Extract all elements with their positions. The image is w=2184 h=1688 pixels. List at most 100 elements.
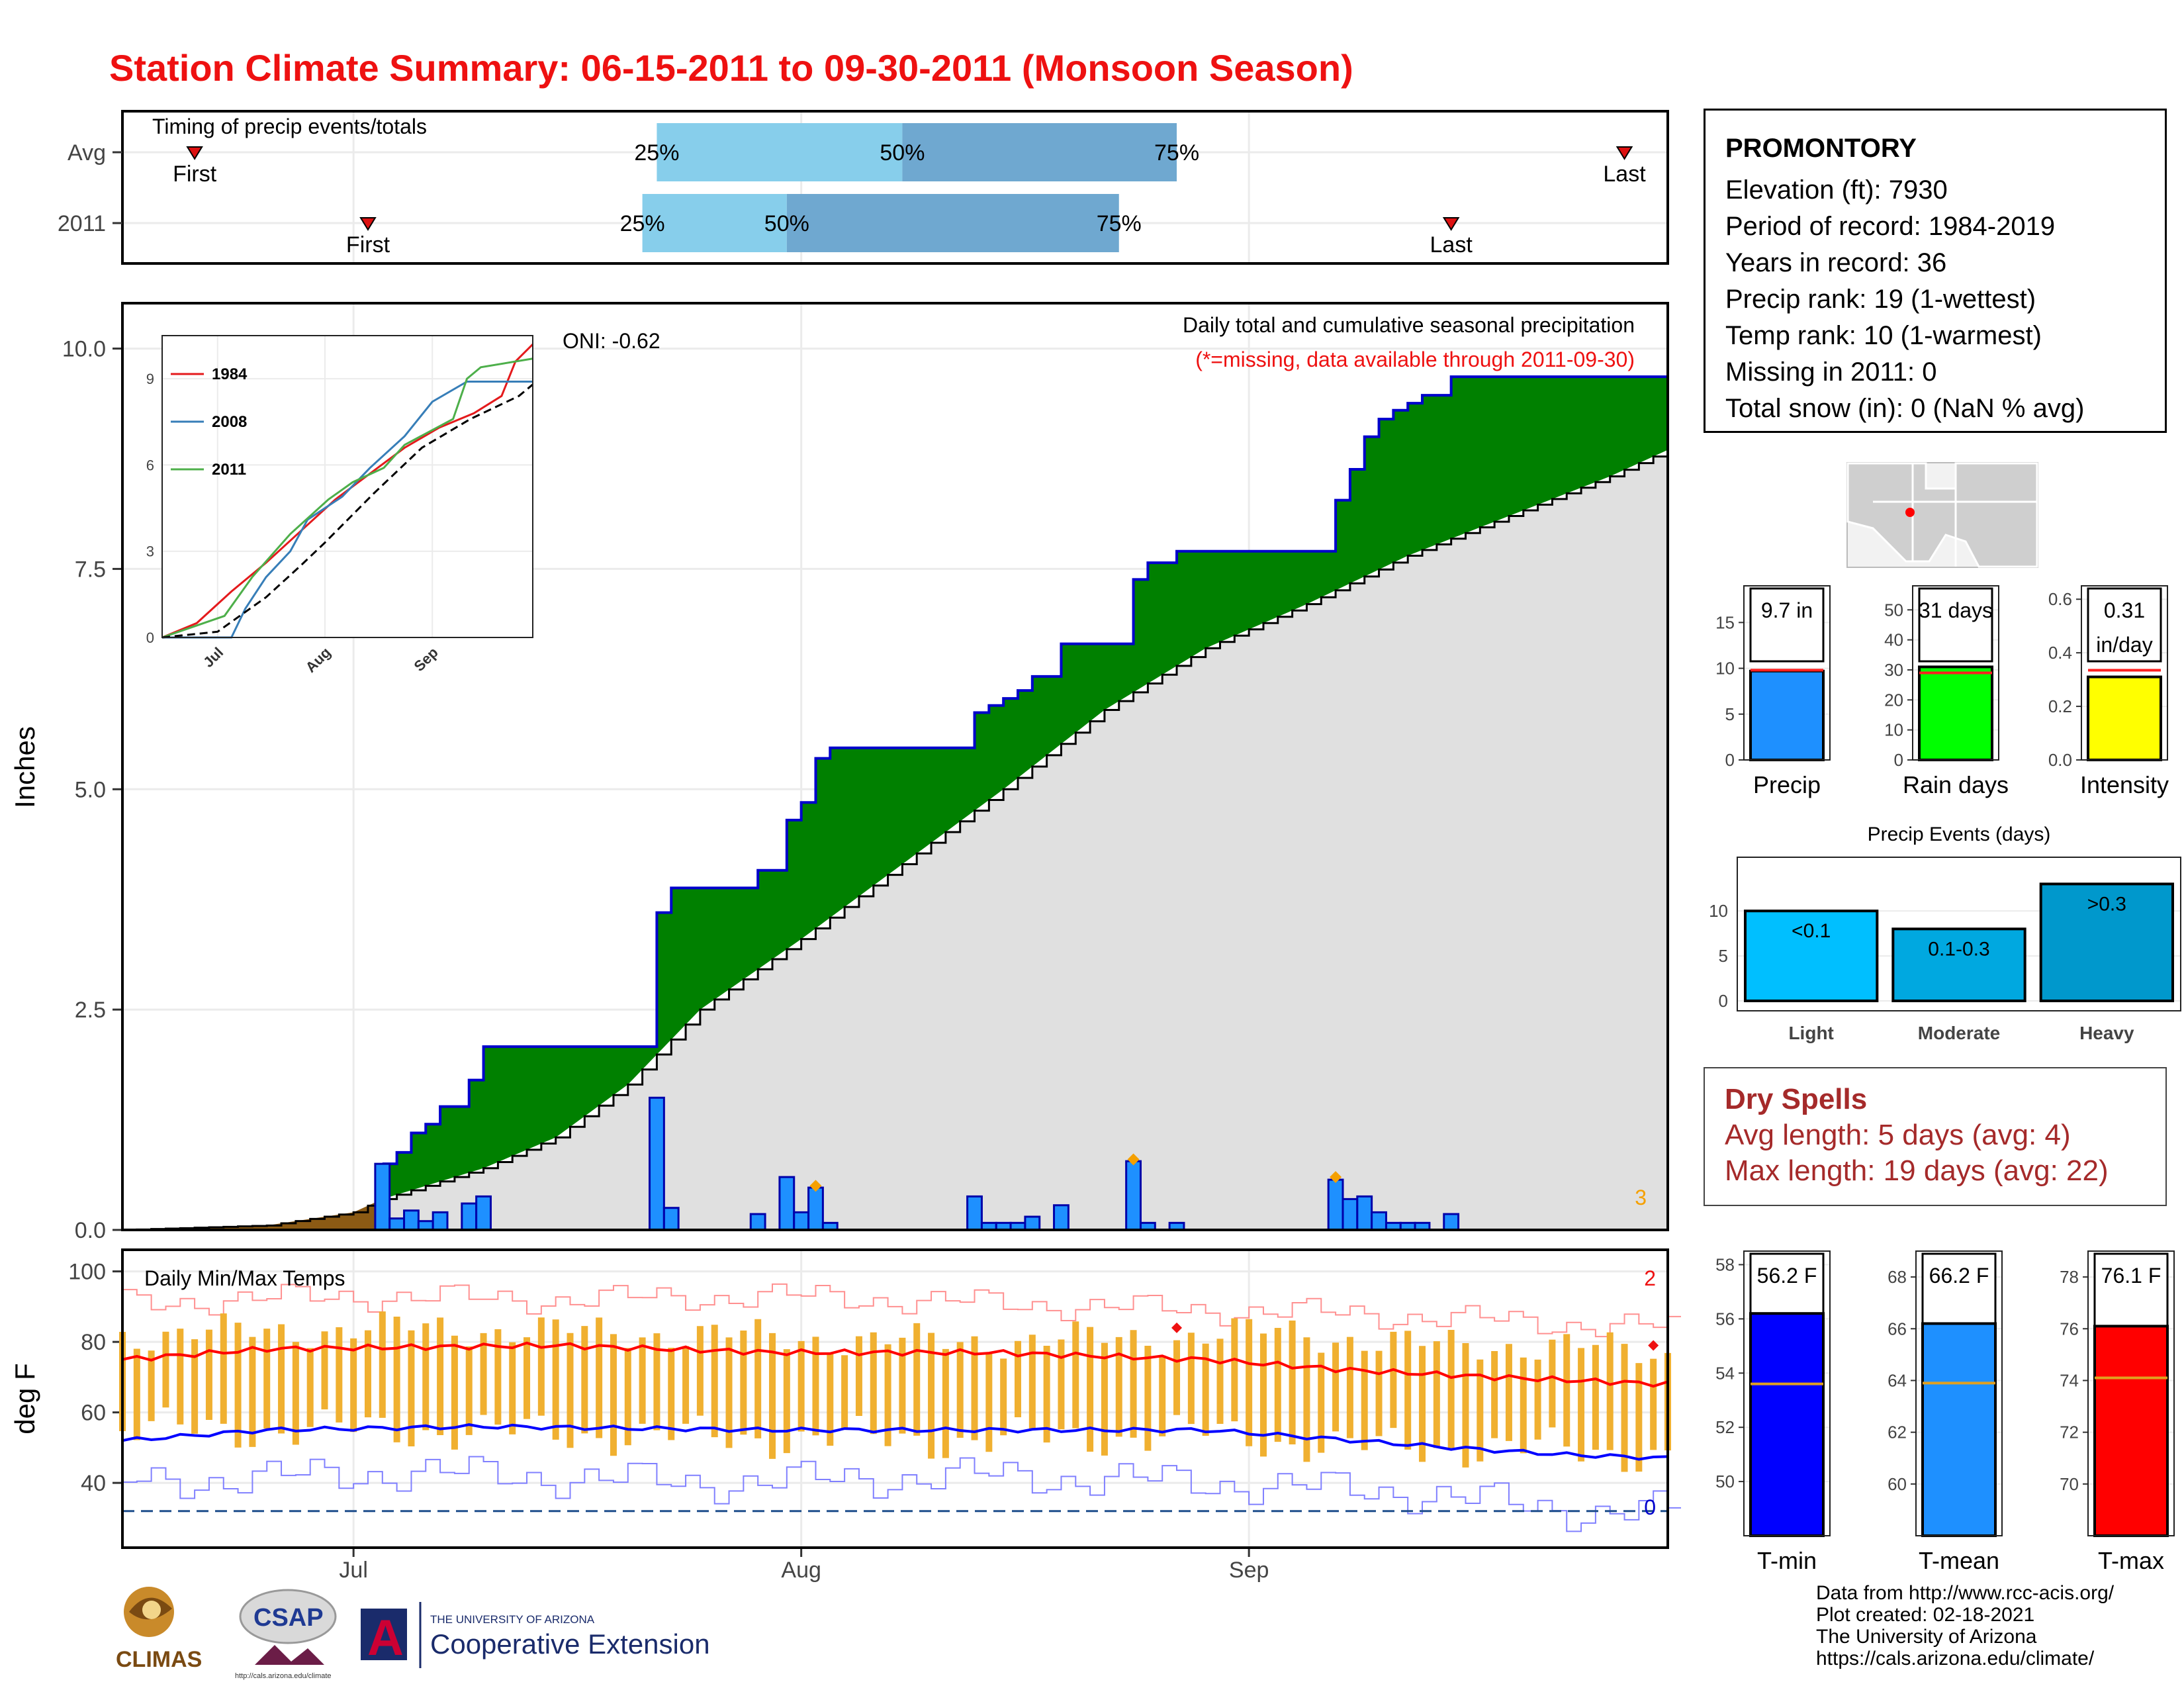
daily-precip-bar <box>374 1162 391 1231</box>
record-high-line <box>122 1283 1681 1338</box>
inset-line-2008 <box>162 380 533 639</box>
summary-value-box <box>2093 1252 2169 1329</box>
events-bar-heavy <box>2039 882 2175 1003</box>
daily-precip-bar <box>1443 1213 1460 1231</box>
summary-bar-rain-days <box>1918 665 1993 761</box>
inset-x-tick-label: Jul <box>200 644 226 671</box>
summary-x-label: Intensity <box>2080 771 2169 798</box>
precip-events-chart: Precip Events (days) 0 5 10 <0.1 Light 0.1-0.3… <box>1709 823 2181 1043</box>
oni-label: ONI: -0.62 <box>563 329 660 353</box>
daily-precip-bar <box>432 1211 449 1231</box>
timing-bar-upper <box>902 123 1177 181</box>
timing-last-label: Last <box>1430 232 1473 258</box>
events-bar-label: <0.1 <box>1792 920 1831 942</box>
summary-value-box <box>1749 587 1825 663</box>
summary-bar-t-max <box>2093 1325 2169 1537</box>
summary-y-tick-label: 64 <box>1888 1370 1907 1390</box>
summary-y-tick-label: 72 <box>2060 1423 2079 1442</box>
inset-y-tick-label: 3 <box>146 543 154 560</box>
summary-y-tick-label: 60 <box>1888 1474 1907 1494</box>
summary-value-box <box>1921 1252 1997 1329</box>
precip-average-area <box>122 449 1668 1230</box>
summary-y-tick-label: 5 <box>1725 704 1735 724</box>
timing-quantile-label: 25% <box>634 140 679 165</box>
station-name: PROMONTORY <box>1725 134 1917 163</box>
precip-above-average-area <box>382 377 1668 1199</box>
temperature-chart: 40 60 80 100 Jul Aug Sep Daily Min/Max Temps 2 0 d… <box>9 1248 1681 1583</box>
daily-precip-bar <box>1327 1178 1344 1231</box>
summary-value-label-2: in/day <box>2096 633 2152 657</box>
ua-logo: A THE UNIVERSITY OF ARIZONA Cooperative … <box>361 1602 710 1668</box>
summary-x-label: Rain days <box>1903 771 2009 798</box>
daily-precip-bar <box>461 1202 478 1231</box>
record-max-marker <box>1648 1340 1659 1351</box>
events-bar-label: >0.3 <box>2087 893 2126 915</box>
precip-marker <box>1127 1153 1140 1166</box>
events-bar-moderate <box>1891 927 2026 1002</box>
precip-observed-line <box>382 375 1668 1166</box>
temp-y-tick-label: 100 <box>68 1260 106 1285</box>
timing-bar-upper <box>786 194 1119 252</box>
credits: Data from http://www.rcc-acis.org/ Plot … <box>1816 1582 2114 1669</box>
daily-precip-bar <box>1024 1215 1041 1231</box>
station-period: Period of record: 1984-2019 <box>1725 212 2056 241</box>
dry-spells-box: Dry Spells Avg length: 5 days (avg: 4) M… <box>1704 1067 2167 1206</box>
daily-precip-bar <box>807 1186 824 1231</box>
timing-quantile-label: 75% <box>1154 140 1199 165</box>
inset-x-tick-label: Aug <box>302 644 334 676</box>
events-x-label: Light <box>1788 1023 1833 1043</box>
inset-x-tick-label: Sep <box>411 644 441 675</box>
summary-x-label: Precip <box>1753 771 1821 798</box>
summary-bar-precip <box>1749 669 1825 761</box>
timing-row-label: Avg <box>68 140 106 165</box>
summary-x-label: T-mean <box>1919 1547 1999 1574</box>
summary-y-tick-label: 40 <box>1884 630 1903 650</box>
station-elevation: Elevation (ft): 7930 <box>1725 175 1948 205</box>
timing-first-label: First <box>173 162 217 187</box>
summary-value-label: 56.2 F <box>1757 1264 1817 1288</box>
summary-y-tick-label: 52 <box>1715 1417 1735 1437</box>
summary-bar-intensity <box>2087 675 2162 761</box>
inset-chart: 0 3 6 9 Jul Aug Sep 1984 2008 2011 <box>146 335 534 676</box>
summary-precip-charts: 0 5 10 15 9.7 in Precip 0 10 20 30 40 50 31 days Rain… <box>1715 585 2169 798</box>
temp-frame <box>121 1248 1669 1549</box>
summary-panel-frame <box>1915 1250 2003 1536</box>
summary-panel-frame <box>1743 1250 1831 1536</box>
precip-y-tick-label: 7.5 <box>75 557 106 582</box>
station-precip-rank: Precip rank: 19 (1-wettest) <box>1725 285 2036 314</box>
timing-quantile-label: 25% <box>620 211 665 236</box>
inset-y-tick-label: 9 <box>146 371 154 387</box>
csap-logo: CSAP http://cals.arizona.edu/climate <box>235 1589 337 1680</box>
daily-precip-bar <box>475 1195 492 1231</box>
timing-quantile-label: 50% <box>764 211 809 236</box>
ua-logo-line2: Cooperative Extension <box>430 1628 710 1660</box>
temp-x-tick-label: Jul <box>339 1558 367 1583</box>
events-y-tick-label: 10 <box>1709 901 1728 921</box>
summary-panel-frame <box>2087 1250 2175 1536</box>
credit-org: The University of Arizona <box>1816 1626 2037 1648</box>
inset-line-average <box>161 383 533 639</box>
precip-marker <box>809 1180 822 1192</box>
summary-y-tick-label: 20 <box>1884 690 1903 710</box>
summary-panel-frame <box>1912 585 1999 761</box>
temp-x-tick-label: Sep <box>1229 1558 1269 1583</box>
daily-precip-bar <box>1053 1204 1069 1231</box>
summary-y-tick-label: 76 <box>2060 1319 2079 1338</box>
summary-value-label: 9.7 in <box>1761 598 1813 622</box>
timing-first-marker <box>359 217 377 231</box>
credit-url: https://cals.arizona.edu/climate/ <box>1816 1648 2095 1669</box>
summary-y-tick-label: 62 <box>1888 1423 1907 1442</box>
precip-y-tick-label: 10.0 <box>62 337 106 362</box>
summary-y-tick-label: 0.0 <box>2048 750 2072 770</box>
location-map <box>1846 462 2038 568</box>
precip-note: (*=missing, data available through 2011-… <box>1195 348 1635 371</box>
timing-last-label: Last <box>1603 162 1646 187</box>
inset-frame <box>161 335 533 638</box>
summary-bar-t-mean <box>1921 1322 1997 1537</box>
inset-legend-label: 2008 <box>212 413 247 431</box>
ua-logo-line1: THE UNIVERSITY OF ARIZONA <box>430 1613 595 1626</box>
summary-y-tick-label: 74 <box>2060 1370 2079 1390</box>
page-title: Station Climate Summary: 06-15-2011 to 0… <box>109 47 1353 89</box>
inset-line-2011 <box>161 357 533 639</box>
daily-precip-bar <box>1371 1211 1387 1231</box>
